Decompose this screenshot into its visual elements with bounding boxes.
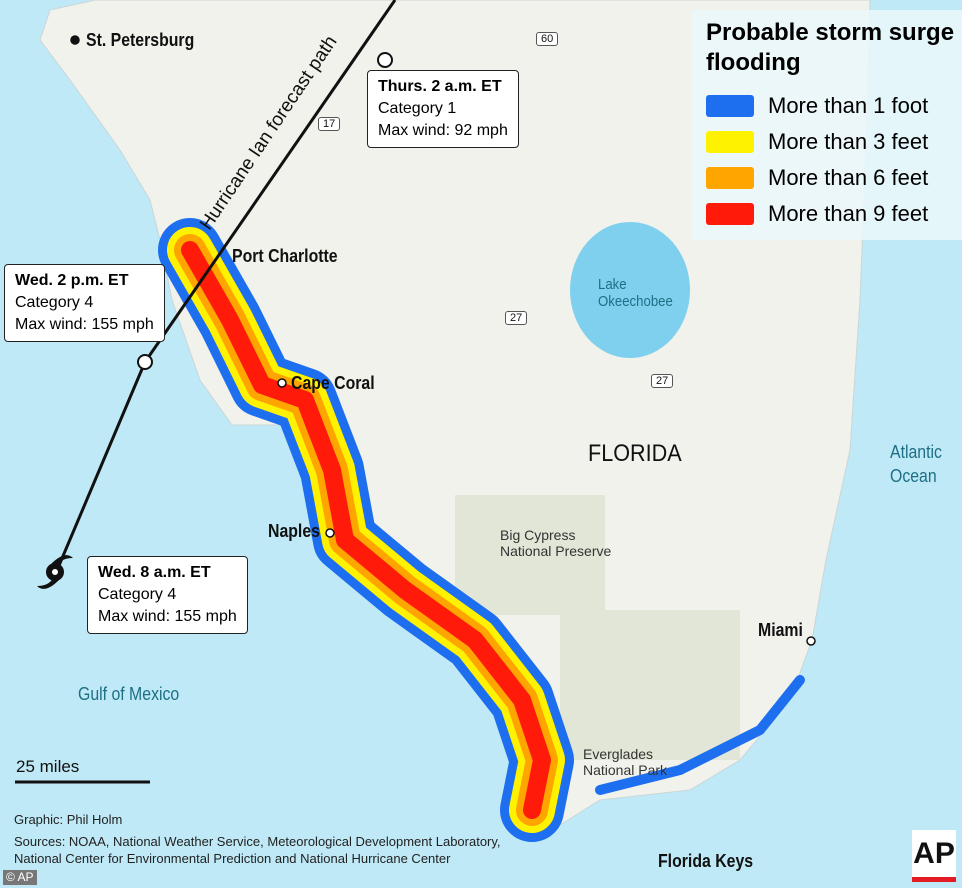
label-cape-coral: Cape Coral	[291, 373, 375, 393]
forecast-time: Wed. 8 a.m. ET	[98, 564, 211, 581]
label-florida: FLORIDA	[588, 440, 682, 467]
highway-60: 60	[536, 32, 559, 46]
forecast-category: Category 4	[98, 586, 177, 603]
forecast-wind: Max wind: 155 mph	[98, 608, 237, 625]
legend-swatch	[706, 167, 754, 189]
label-everglades: Everglades National Park	[583, 746, 668, 778]
forecast-wind: Max wind: 92 mph	[378, 122, 508, 139]
legend-title: Probable storm surge flooding	[706, 19, 955, 76]
forecast-box-wed-2pm: Wed. 2 p.m. ET Category 4 Max wind: 155 …	[4, 264, 165, 342]
legend-label: More than 3 feet	[768, 129, 929, 154]
legend-label: More than 9 feet	[768, 201, 929, 226]
legend-item: More than 9 feet	[706, 196, 962, 232]
lake-okeechobee	[570, 222, 690, 358]
graphic-credit: Graphic: Phil Holm	[14, 812, 123, 827]
label-naples: Naples	[268, 521, 320, 541]
forecast-time: Wed. 2 p.m. ET	[15, 272, 129, 289]
copyright: © AP	[3, 870, 37, 885]
legend: Probable storm surge flooding More than …	[692, 10, 962, 240]
big-cypress-area	[455, 495, 605, 615]
legend-item: More than 3 feet	[706, 124, 962, 160]
forecast-point-wed-2pm	[137, 354, 153, 370]
legend-swatch	[706, 203, 754, 225]
sources-credit: Sources: NOAA, National Weather Service,…	[14, 834, 501, 849]
sources-credit-2: National Center for Environmental Predic…	[14, 851, 451, 866]
label-st-petersburg: St. Petersburg	[86, 30, 195, 50]
forecast-category: Category 1	[378, 100, 457, 117]
legend-item: More than 1 foot	[706, 88, 962, 124]
label-florida-keys: Florida Keys	[658, 851, 754, 871]
city-dots	[70, 35, 816, 646]
label-atlantic-ocean: Atlantic Ocean	[890, 442, 942, 486]
legend-swatch	[706, 131, 754, 153]
label-lake-okeechobee: Lake Okeechobee	[598, 276, 673, 310]
legend-label: More than 1 foot	[768, 93, 929, 118]
forecast-category: Category 4	[15, 294, 94, 311]
forecast-wind: Max wind: 155 mph	[15, 316, 154, 333]
legend-label: More than 6 feet	[768, 165, 929, 190]
label-gulf-of-mexico: Gulf of Mexico	[78, 684, 180, 704]
hurricane-icon	[37, 555, 73, 589]
label-miami: Miami	[758, 620, 803, 640]
forecast-box-wed-8am: Wed. 8 a.m. ET Category 4 Max wind: 155 …	[87, 556, 248, 634]
label-big-cypress: Big Cypress National Preserve	[500, 527, 612, 559]
forecast-time: Thurs. 2 a.m. ET	[378, 78, 502, 95]
everglades-area	[560, 610, 740, 760]
legend-item: More than 6 feet	[706, 160, 962, 196]
label-port-charlotte: Port Charlotte	[232, 246, 338, 266]
highway-27-south: 27	[651, 374, 674, 388]
ap-logo: AP	[912, 830, 956, 882]
highway-17: 17	[318, 117, 341, 131]
surge-flooding	[158, 218, 805, 842]
highway-27: 27	[505, 311, 528, 325]
forecast-box-thurs: Thurs. 2 a.m. ET Category 1 Max wind: 92…	[367, 70, 519, 148]
forecast-point-thurs	[377, 52, 393, 68]
scale-label: 25 miles	[16, 757, 80, 776]
legend-swatch	[706, 95, 754, 117]
